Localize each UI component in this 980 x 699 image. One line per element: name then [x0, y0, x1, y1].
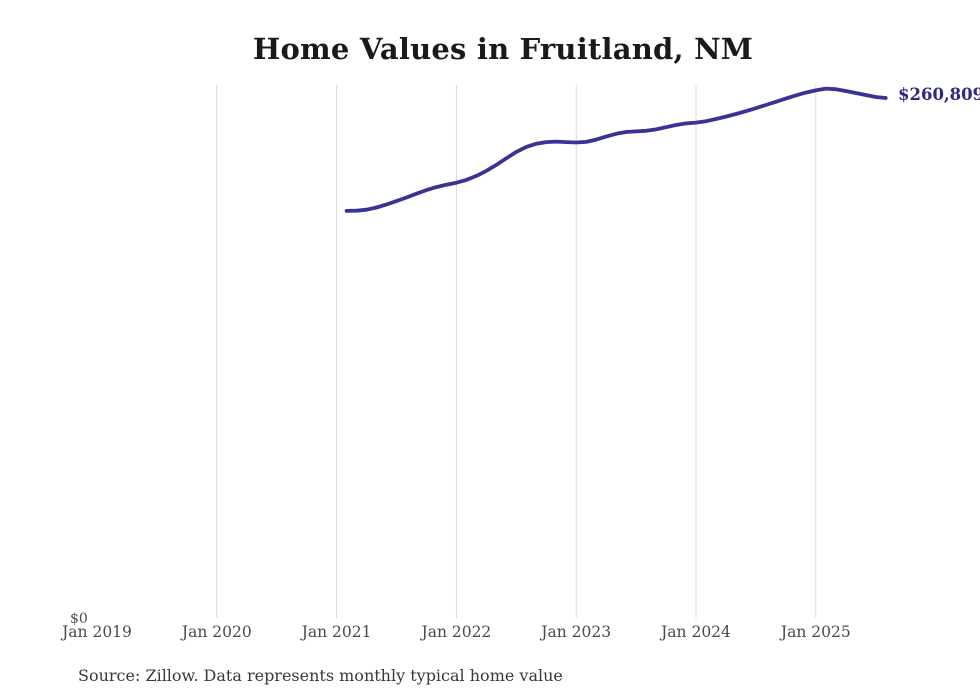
home-value-line: [344, 86, 888, 213]
x-tick-label: Jan 2022: [421, 623, 492, 641]
x-tick-label: Jan 2025: [780, 623, 851, 641]
chart-title: Home Values in Fruitland, NM: [252, 32, 754, 66]
x-tick-label: Jan 2019: [62, 623, 132, 641]
x-tick-label: Jan 2024: [661, 623, 731, 641]
series-end-value-label: $260,809: [898, 85, 980, 104]
y-axis-zero-label: $0: [70, 611, 88, 627]
x-tick-label: Jan 2020: [181, 623, 252, 641]
source-note: Source: Zillow. Data represents monthly …: [78, 666, 563, 685]
x-tick-label: Jan 2023: [541, 623, 612, 641]
x-tick-label: Jan 2021: [301, 623, 372, 641]
